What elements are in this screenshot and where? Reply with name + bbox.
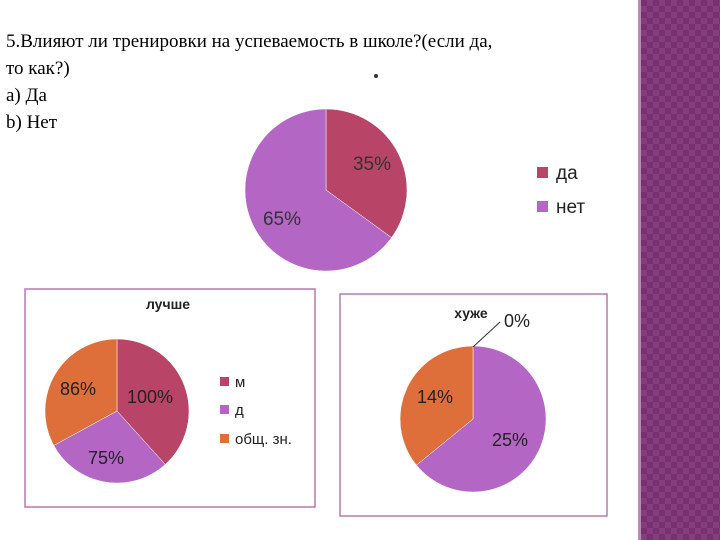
chart3-frame bbox=[339, 293, 608, 517]
chart3-label-purple: 25% bbox=[492, 430, 528, 450]
stray-dot bbox=[374, 74, 378, 78]
chart2-slices bbox=[44, 338, 190, 484]
chart2-legend-d: д bbox=[235, 402, 244, 419]
chart3-slice-2 bbox=[399, 345, 474, 466]
chart3-label-orange: 14% bbox=[417, 387, 453, 407]
question-block: 5.Влияют ли тренировки на успеваемость в… bbox=[6, 28, 492, 136]
chart1-label-net: 65% bbox=[263, 209, 301, 230]
chart1-legend-swatch-net bbox=[537, 201, 548, 212]
option-a: а) Да bbox=[6, 85, 47, 106]
chart2-legend-swatch-d bbox=[220, 405, 229, 414]
chart1-legend-net: нет bbox=[556, 197, 585, 218]
right-decor-edge bbox=[638, 0, 641, 540]
question-line-1: 5.Влияют ли тренировки на успеваемость в… bbox=[6, 31, 493, 52]
option-b: b) Нет bbox=[6, 112, 58, 133]
chart2-legend-swatch-m bbox=[220, 377, 229, 386]
chart1-label-da: 35% bbox=[353, 154, 391, 175]
chart2-slice-1 bbox=[53, 410, 166, 484]
right-decor-bar bbox=[641, 0, 720, 540]
chart3-label-zero: 0% bbox=[504, 311, 530, 331]
chart1-slices bbox=[244, 108, 408, 272]
chart2-title: лучше bbox=[146, 296, 190, 312]
chart1-legend-swatch-da bbox=[537, 167, 548, 178]
chart2-frame bbox=[24, 288, 316, 508]
question-line-2: то как?) bbox=[6, 58, 70, 79]
chart2-label-d: 75% bbox=[88, 448, 124, 468]
chart1-slice-1 bbox=[244, 108, 392, 272]
chart2-label-obsch: 86% bbox=[60, 379, 96, 399]
chart3-title: хуже bbox=[454, 305, 488, 321]
chart1-legend-da: да bbox=[556, 163, 578, 184]
chart3-leader-line bbox=[472, 321, 501, 348]
chart3-slices bbox=[399, 345, 547, 493]
chart3-slice-1 bbox=[416, 345, 547, 493]
chart1-slice-0 bbox=[325, 108, 408, 238]
chart2-label-m: 100% bbox=[127, 387, 173, 407]
chart2-legend-obsch: общ. зн. bbox=[235, 431, 292, 448]
chart2-legend-m: м bbox=[235, 374, 245, 391]
chart2-slice-0 bbox=[116, 338, 190, 465]
chart2-slice-2 bbox=[44, 338, 118, 446]
chart2-legend-swatch-obsch bbox=[220, 434, 229, 443]
